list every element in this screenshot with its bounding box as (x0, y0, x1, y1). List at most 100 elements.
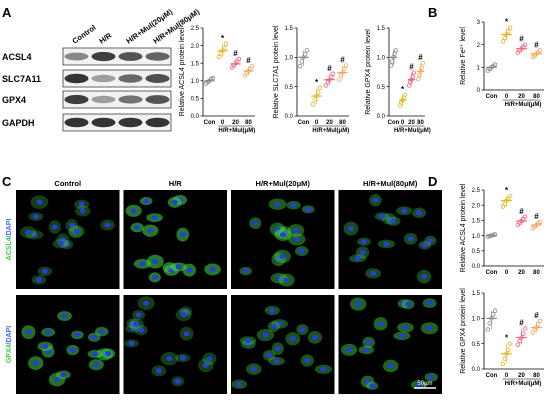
y-tick-label: 3 (477, 20, 481, 26)
cell-nucleus (421, 242, 428, 248)
y-axis-label: Relative Fe²⁺ level (460, 27, 467, 85)
cell-nucleus (293, 236, 300, 242)
chart-gpx4-wb: 0.0 0.5 1.0 1.5 Relative GPX4 protein level C… (365, 26, 431, 134)
x-axis-label: H/R+Mul(μM) (394, 128, 431, 134)
cell-nucleus (363, 347, 370, 353)
panel-label-d: D (428, 174, 437, 189)
cell-nucleus (179, 355, 186, 361)
panel-label-a: A (2, 5, 12, 20)
data-point (487, 321, 492, 326)
data-point (388, 63, 394, 68)
cell-nucleus (51, 224, 58, 230)
cell-nucleus (299, 327, 306, 333)
significance-mark: # (534, 212, 539, 221)
chart-slc7a11-wb: 0.0 0.5 1.0 1.5 Relative SLC7A1 protein leve… (273, 25, 349, 134)
cell-nucleus (385, 216, 392, 222)
cell-nucleus (242, 268, 249, 274)
cell-nucleus (174, 378, 181, 384)
cell-nucleus (361, 239, 368, 245)
y-axis-label: Relative GPX4 protein level (460, 288, 467, 374)
cell-nucleus (105, 351, 112, 357)
y-tick-label: 1.5 (472, 219, 481, 225)
blot-band (145, 117, 170, 128)
x-tick-label: 20 (518, 270, 525, 276)
cell-nucleus (298, 248, 305, 254)
significance-mark: # (519, 207, 524, 216)
cell-nucleus (134, 225, 141, 231)
blot-band (91, 117, 116, 128)
blot-band (118, 117, 143, 128)
x-tick-label: 0 (315, 120, 319, 126)
y-tick-label: 0.5 (472, 342, 481, 348)
x-tick-label: 80 (339, 120, 346, 126)
significance-mark: * (315, 78, 319, 87)
x-tick-label: Con (388, 120, 400, 126)
x-tick-label: Con (486, 373, 498, 379)
data-point (411, 70, 417, 75)
y-tick-label: 0.5 (377, 85, 386, 91)
cell-nucleus (60, 372, 67, 378)
x-tick-label: 20 (518, 373, 525, 379)
x-tick-label: Con (486, 94, 498, 100)
cell-nucleus (276, 275, 283, 281)
data-point (507, 341, 513, 346)
data-point (415, 76, 421, 82)
y-tick-label: 1.0 (377, 56, 386, 62)
data-point (506, 29, 511, 34)
protein-label: GAPDH (2, 118, 35, 128)
data-point (506, 347, 511, 352)
data-point (402, 92, 408, 98)
cell-nucleus (151, 274, 158, 280)
data-point (537, 48, 543, 53)
y-tick-label: 2.0 (472, 203, 481, 209)
y-tick-label: 0.0 (191, 114, 200, 120)
cell-nucleus (365, 339, 372, 345)
cell-nucleus (275, 256, 282, 262)
cell-nucleus (426, 325, 433, 331)
data-point (249, 63, 255, 69)
cell-nucleus (279, 232, 286, 238)
x-tick-label: Con (204, 120, 216, 126)
data-point (492, 308, 498, 313)
cell-nucleus (273, 358, 280, 364)
y-tick-label: 2.5 (472, 188, 481, 194)
data-point (517, 338, 522, 344)
blot-membrane (62, 113, 172, 132)
data-point (323, 83, 329, 88)
protein-label: SLC7A11 (2, 74, 41, 84)
cell-nucleus (369, 383, 376, 389)
cell-nucleus (428, 374, 435, 380)
significance-mark: # (327, 64, 332, 73)
cell-nucleus (166, 356, 173, 362)
data-point (317, 85, 323, 91)
data-point (500, 39, 506, 44)
significance-mark: * (221, 34, 225, 43)
blot-band (145, 52, 170, 61)
data-point (393, 48, 399, 53)
blot-band (64, 94, 89, 105)
cell-nucleus (355, 301, 362, 307)
y-tick-label: 1.0 (472, 234, 481, 240)
data-point (522, 214, 528, 219)
cell-nucleus (416, 210, 423, 216)
column-title: H/R+Mul(80μM) (363, 179, 418, 188)
cell-nucleus (202, 362, 209, 368)
lane-label: H/R (97, 31, 113, 46)
x-tick-label: Con (486, 270, 498, 276)
cell-nucleus (266, 352, 273, 358)
cell-nucleus (283, 277, 290, 283)
x-tick-label: 0 (221, 120, 225, 126)
cell-nucleus (346, 347, 353, 353)
cell-nucleus (279, 253, 286, 259)
cell-nucleus (320, 366, 327, 372)
x-tick-label: 20 (326, 120, 333, 126)
data-point (537, 318, 543, 324)
micrograph (16, 295, 120, 394)
cell-nucleus (179, 232, 186, 238)
x-tick-label: 0 (505, 94, 509, 100)
cell-nucleus (93, 362, 100, 368)
data-point (216, 54, 222, 60)
cell-nucleus (407, 236, 414, 242)
protein-label: ACSL4 (2, 52, 32, 62)
y-tick-label: 0 (477, 88, 481, 94)
